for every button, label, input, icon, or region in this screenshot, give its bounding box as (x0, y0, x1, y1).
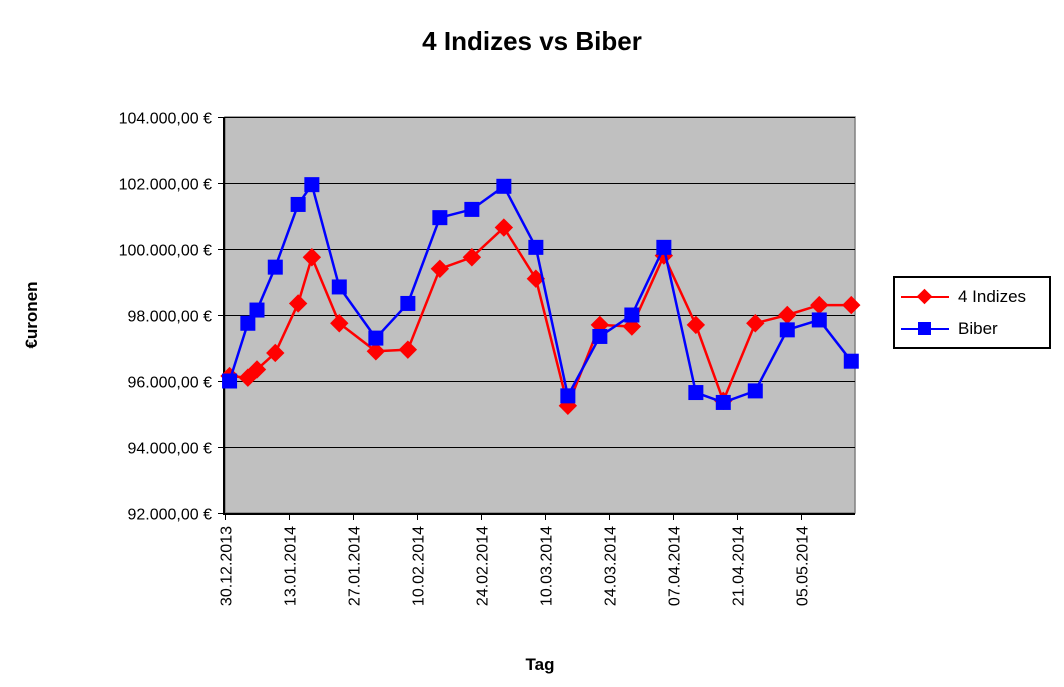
marker-diamond-4-indizes (462, 248, 482, 267)
marker-diamond-4-indizes (430, 259, 450, 278)
marker-diamond-4-indizes (366, 342, 386, 361)
x-tick-label: 24.03.2014 (603, 526, 620, 606)
y-tick-label: 98.000,00 € (127, 309, 212, 326)
marker-diamond-4-indizes (302, 248, 322, 267)
marker-diamond-4-indizes (810, 295, 829, 315)
y-tick-label: 96.000,00 € (127, 375, 212, 392)
marker-square-biber (368, 330, 384, 346)
marker-square-biber (624, 307, 640, 323)
marker-square-biber (496, 178, 512, 194)
marker-square-biber (592, 328, 608, 344)
y-tick-label: 94.000,00 € (127, 441, 212, 458)
marker-square-biber (779, 322, 795, 338)
marker-square-biber (747, 383, 763, 399)
marker-square-biber (715, 394, 731, 410)
marker-square-biber (267, 259, 283, 275)
marker-square-biber (304, 177, 320, 193)
marker-square-biber (432, 210, 448, 226)
marker-square-biber (688, 385, 704, 401)
legend-square-marker (901, 320, 949, 338)
y-tick-label: 104.000,00 € (119, 111, 213, 128)
marker-square-biber (464, 201, 480, 217)
marker-square-biber (560, 388, 576, 404)
x-tick-label: 07.04.2014 (667, 526, 684, 606)
x-tick-label: 05.05.2014 (795, 526, 812, 606)
x-tick-label: 13.01.2014 (283, 526, 300, 606)
x-tick-label: 30.12.2013 (219, 526, 236, 606)
marker-diamond-4-indizes (686, 315, 706, 335)
marker-diamond-4-indizes (398, 340, 418, 359)
marker-square-biber (331, 279, 347, 295)
y-tick-label: 102.000,00 € (119, 177, 213, 194)
x-tick-label: 21.04.2014 (731, 526, 748, 606)
marker-diamond-4-indizes (842, 295, 861, 315)
marker-square-biber (222, 373, 238, 389)
legend-label: 4 Indizes (958, 286, 1027, 306)
marker-diamond-4-indizes (330, 314, 349, 333)
y-tick-label: 100.000,00 € (119, 243, 213, 260)
y-axis-title: €uronen (22, 281, 41, 349)
marker-square-biber (811, 312, 827, 328)
chart-title: 4 Indizes vs Biber (422, 26, 642, 56)
marker-square-biber (528, 239, 544, 255)
legend-diamond-marker (901, 288, 949, 306)
marker-diamond-4-indizes (746, 314, 765, 333)
legend-entry: 4 Indizes (901, 281, 1043, 313)
marker-diamond-4-indizes (266, 343, 285, 363)
marker-diamond-4-indizes (494, 218, 514, 237)
x-tick-label: 27.01.2014 (347, 526, 364, 606)
x-tick-label: 10.03.2014 (539, 526, 556, 606)
marker-diamond-4-indizes (288, 294, 308, 313)
marker-square-biber (240, 315, 256, 331)
marker-square-biber (249, 302, 265, 318)
marker-square-biber (290, 196, 306, 212)
legend-entry: Biber (901, 313, 1043, 345)
legend: 4 Indizes Biber (893, 276, 1051, 349)
x-tick-label: 10.02.2014 (411, 526, 428, 606)
marker-square-biber (843, 353, 859, 369)
marker-square-biber (656, 239, 672, 255)
x-tick-label: 24.02.2014 (475, 526, 492, 606)
x-axis-title: Tag (525, 655, 555, 674)
marker-diamond-4-indizes (247, 360, 267, 379)
marker-square-biber (400, 295, 416, 311)
y-tick-label: 92.000,00 € (127, 507, 212, 524)
marker-diamond-4-indizes (778, 305, 797, 325)
legend-label: Biber (958, 318, 998, 338)
